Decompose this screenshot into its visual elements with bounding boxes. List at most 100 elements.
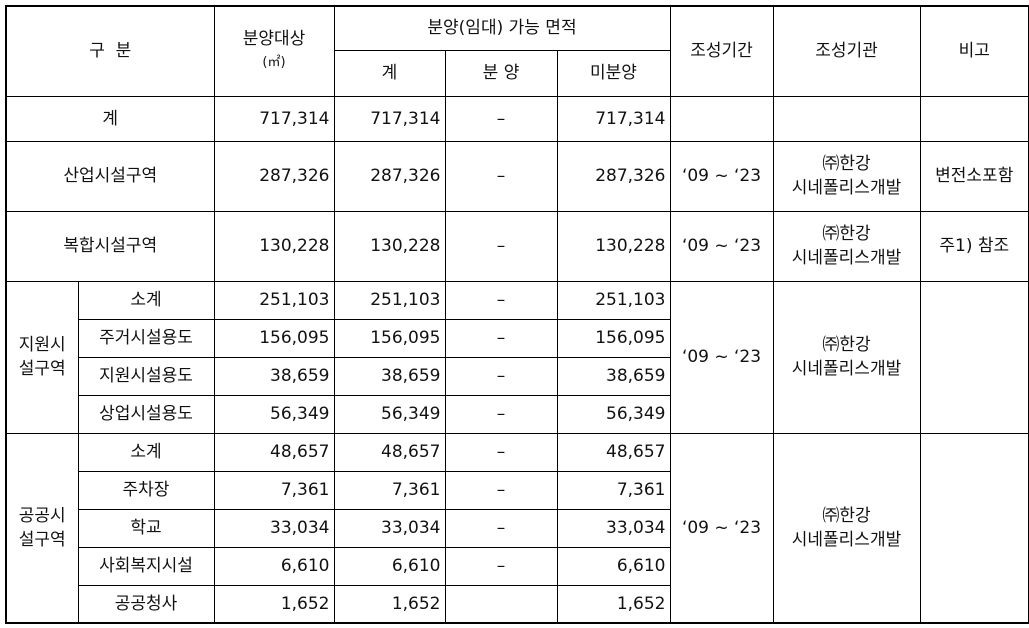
cell-unsold: 717,314 — [556, 95, 671, 142]
cell-period: ‘09 ~ ‘23 — [669, 210, 774, 282]
table-row: 학교 33,034 33,034 – 33,034 — [6, 508, 1029, 548]
header-agency: 조성기관 — [772, 5, 921, 97]
cell-sold: – — [444, 318, 558, 358]
cell-unsold: 38,659 — [556, 356, 671, 396]
header-sub-sold: 분 양 — [444, 49, 558, 97]
cell-sold — [444, 584, 558, 624]
cell-sold: – — [444, 140, 558, 212]
cell-period: ‘09 ~ ‘23 — [669, 140, 774, 212]
row-label: 산업시설구역 — [5, 140, 215, 212]
header-period: 조성기간 — [669, 5, 774, 97]
cell-target: 130,228 — [213, 210, 335, 282]
agency-line1: ㈜한강 — [822, 505, 871, 526]
table-row: 주차장 7,361 7,361 – 7,361 — [6, 470, 1029, 510]
cell-unsold: 1,652 — [556, 584, 671, 624]
cell-target: 1,652 — [213, 584, 335, 624]
cell-sold: – — [444, 546, 558, 586]
cell-sold: – — [444, 356, 558, 396]
cell-target: 6,610 — [213, 546, 335, 586]
row-label: 소계 — [77, 280, 215, 320]
cell-unsold: 48,657 — [556, 432, 671, 472]
table-row: 사회복지시설 6,610 6,610 – 6,610 — [6, 546, 1029, 586]
table-row: 복합시설구역 130,228 130,228 – 130,228 ‘09 ~ ‘… — [5, 210, 1029, 282]
table-row: 지원시설용도 38,659 38,659 – 38,659 — [6, 356, 1029, 396]
cell-sold: – — [444, 432, 558, 472]
public-remark — [919, 432, 1029, 624]
row-label: 지원시설용도 — [77, 356, 215, 396]
area-table: 구 분 분양대상 (㎡) 분양(임대) 가능 면적 조성기간 조성기관 비고 계… — [5, 5, 1029, 624]
group-line2: 설구역 — [18, 359, 66, 379]
public-period: ‘09 ~ ‘23 — [669, 432, 774, 624]
cell-target: 156,095 — [213, 318, 335, 358]
cell-total: 1,652 — [333, 584, 446, 624]
header-sub-unsold: 미분양 — [556, 49, 671, 97]
header-target: 분양대상 (㎡) — [213, 5, 335, 97]
cell-sold: – — [444, 280, 558, 320]
support-group-label: 지원시 설구역 — [5, 280, 79, 434]
cell-total: 6,610 — [333, 546, 446, 586]
cell-remark: 주1) 참조 — [919, 210, 1029, 282]
agency-line2: 시네폴리스개발 — [791, 248, 902, 268]
cell-agency — [772, 95, 921, 142]
cell-total: 33,034 — [333, 508, 446, 548]
cell-sold: – — [444, 95, 558, 142]
cell-total: 7,361 — [333, 470, 446, 510]
cell-sold: – — [444, 508, 558, 548]
cell-target: 38,659 — [213, 356, 335, 396]
cell-target: 287,326 — [213, 140, 335, 212]
header-sub-total: 계 — [333, 49, 446, 97]
cell-unsold: 130,228 — [556, 210, 671, 282]
cell-target: 7,361 — [213, 470, 335, 510]
cell-total: 130,228 — [333, 210, 446, 282]
cell-unsold: 287,326 — [556, 140, 671, 212]
public-group-label: 공공시 설구역 — [5, 432, 79, 624]
header-gubun: 구 분 — [5, 5, 215, 97]
cell-agency: ㈜한강 시네폴리스개발 — [772, 140, 921, 212]
support-period: ‘09 ~ ‘23 — [669, 280, 774, 434]
header-target-unit: (㎡) — [262, 55, 286, 71]
header-gubun-text: 구 분 — [89, 41, 132, 62]
header-area-group: 분양(임대) 가능 면적 — [333, 5, 671, 51]
cell-sold: – — [444, 394, 558, 434]
cell-unsold: 6,610 — [556, 546, 671, 586]
table-row: 상업시설용도 56,349 56,349 – 56,349 — [6, 394, 1029, 434]
table-row: 공공청사 1,652 1,652 1,652 — [6, 584, 1029, 624]
group-line1: 지원시 — [18, 335, 66, 355]
header-target-line1: 분양대상 — [242, 29, 306, 50]
agency-line2: 시네폴리스개발 — [791, 529, 902, 550]
cell-target: 717,314 — [213, 95, 335, 142]
row-label: 상업시설용도 — [77, 394, 215, 434]
public-agency: ㈜한강 시네폴리스개발 — [772, 432, 921, 624]
cell-period — [669, 95, 774, 142]
row-label: 소계 — [77, 432, 215, 472]
row-label: 공공청사 — [77, 584, 215, 624]
header-remark: 비고 — [919, 5, 1029, 97]
cell-target: 251,103 — [213, 280, 335, 320]
cell-unsold: 7,361 — [556, 470, 671, 510]
group-line2: 설구역 — [18, 529, 66, 550]
row-label: 사회복지시설 — [77, 546, 215, 586]
agency-line1: ㈜한강 — [822, 154, 871, 174]
table-row: 주거시설용도 156,095 156,095 – 156,095 — [6, 318, 1029, 358]
cell-unsold: 56,349 — [556, 394, 671, 434]
cell-target: 48,657 — [213, 432, 335, 472]
cell-unsold: 156,095 — [556, 318, 671, 358]
cell-total: 156,095 — [333, 318, 446, 358]
cell-sold: – — [444, 210, 558, 282]
support-remark — [919, 280, 1029, 434]
agency-line1: ㈜한강 — [822, 224, 871, 244]
cell-total: 38,659 — [333, 356, 446, 396]
cell-unsold: 251,103 — [556, 280, 671, 320]
row-label: 계 — [5, 95, 215, 142]
table-row: 계 717,314 717,314 – 717,314 — [5, 95, 1029, 142]
agency-line1: ㈜한강 — [822, 335, 871, 355]
agency-line2: 시네폴리스개발 — [791, 178, 902, 198]
cell-total: 287,326 — [333, 140, 446, 212]
table-row: 공공시 설구역 소계 48,657 48,657 – 48,657 ‘09 ~ … — [5, 432, 1029, 624]
cell-unsold: 33,034 — [556, 508, 671, 548]
row-label: 복합시설구역 — [5, 210, 215, 282]
row-label: 주거시설용도 — [77, 318, 215, 358]
table-row: 산업시설구역 287,326 287,326 – 287,326 ‘09 ~ ‘… — [5, 140, 1029, 212]
table-row: 지원시 설구역 소계 251,103 251,103 – 251,103 ‘09… — [5, 280, 1029, 434]
cell-total: 251,103 — [333, 280, 446, 320]
